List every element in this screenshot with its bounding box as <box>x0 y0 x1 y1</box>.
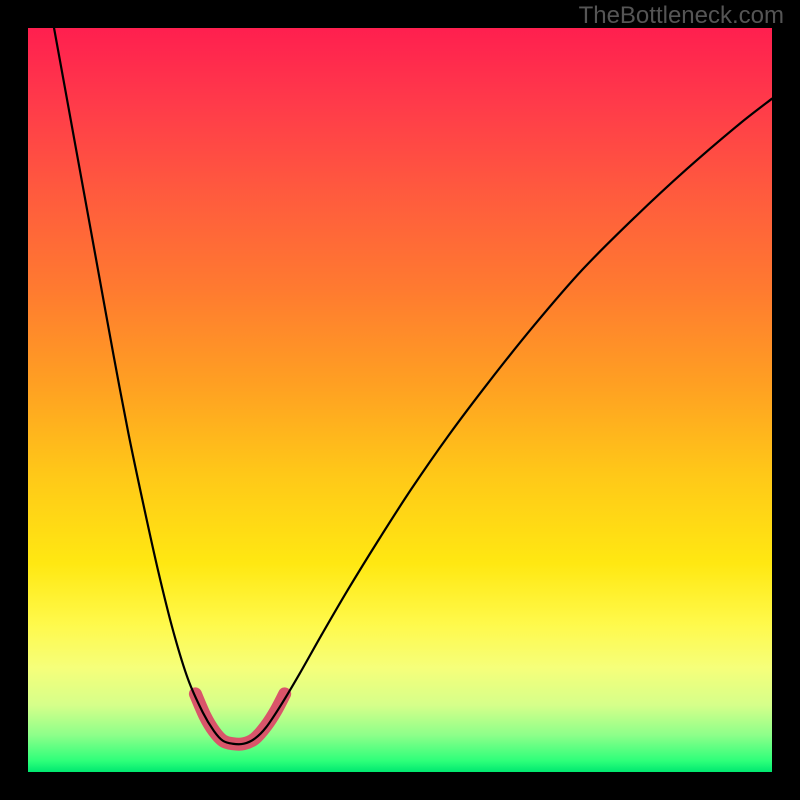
watermark-text: TheBottleneck.com <box>579 2 784 30</box>
plot-area <box>28 28 772 772</box>
bottleneck-curve <box>54 28 772 744</box>
chart-container: TheBottleneck.com <box>0 0 800 800</box>
curve-layer <box>28 28 772 772</box>
